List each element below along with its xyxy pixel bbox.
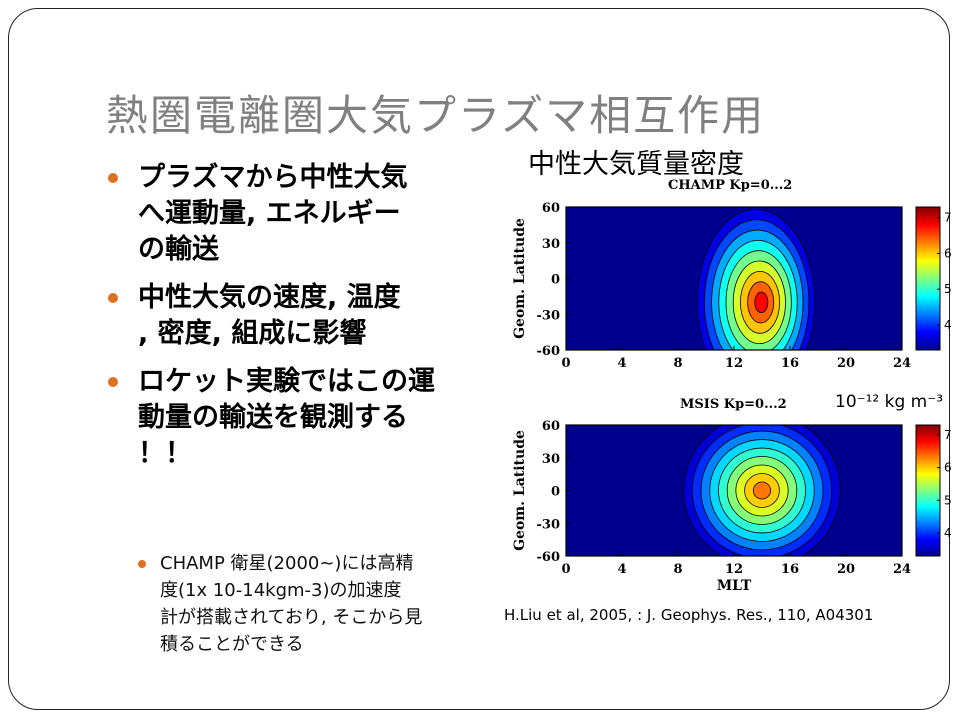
colorbar-unit-label: 10⁻¹² kg m⁻³ (835, 392, 944, 412)
x-tick-label: 0 (561, 562, 570, 577)
y-axis-label: Geom. Latitude (512, 218, 528, 339)
bullet-line: プラズマから中性大気 (138, 162, 408, 193)
bullet-line: の輸送 (138, 234, 219, 265)
slide-frame (8, 8, 950, 710)
bullet-dot-icon (108, 377, 118, 387)
bullet-line: 中性大気の速度, 温度 (138, 282, 401, 313)
bullet-list: プラズマから中性大気 へ運動量, エネルギー の輸送 中性大気の速度, 温度 ,… (108, 160, 488, 484)
contour-level (752, 481, 772, 500)
heatmap-plot-1: 0 4 8 12 16 20 24 60 30 0 -30 -60 Geom. Latitude MLT 7… (512, 419, 952, 594)
y-tick-label: -30 (537, 308, 561, 323)
bullet-line: ロケット実験ではこの運 (138, 366, 435, 397)
sub-bullet-line: 積ることができる (160, 634, 304, 655)
colorbar-tick-label: 7 (944, 211, 952, 225)
bullet-line: ！！ (138, 438, 192, 469)
y-tick-label: -30 (537, 517, 561, 532)
x-tick-label: 16 (781, 562, 799, 577)
x-tick-label: 4 (617, 356, 626, 371)
bullet-item: ロケット実験ではこの運 動量の輸送を観測する ！！ (108, 364, 488, 472)
x-tick-label: 24 (893, 562, 911, 577)
contour-level (754, 291, 769, 314)
y-tick-label: 30 (542, 237, 560, 252)
y-tick-label: 0 (551, 273, 560, 288)
sub-bullet-line: 計が搭載されており, そこから見 (160, 607, 423, 628)
sub-bullet-dot-icon (138, 560, 146, 568)
x-tick-label: 8 (673, 356, 682, 371)
x-tick-label: 0 (561, 356, 570, 371)
colorbar-tick-label: 6 (944, 246, 952, 260)
colorbar-tick-label: 6 (944, 461, 952, 475)
bullet-line: へ運動量, エネルギー (138, 198, 401, 229)
colorbar-tick-label: 5 (944, 282, 952, 296)
sub-bullet-item: CHAMP 衛星(2000~)には高精 度(1x 10-14kgm-3)の加速度… (136, 550, 520, 658)
x-axis-label: MLT (717, 578, 752, 594)
bullet-line: , 密度, 組成に影響 (138, 318, 367, 349)
sub-bullet-line: CHAMP 衛星(2000~)には高精 (160, 553, 414, 574)
x-tick-label: 8 (673, 562, 682, 577)
bullet-dot-icon (108, 173, 118, 183)
x-tick-label: 20 (837, 562, 855, 577)
colorbar-tick-label: 4 (944, 526, 952, 540)
heatmap-plot-0: 0 4 8 12 16 20 24 60 30 0 -30 -60 Geom. Latitude 7 6 5 4 (512, 201, 952, 371)
y-tick-label: 0 (551, 485, 560, 500)
sub-bullet-line: 度(1x 10-14kgm-3)の加速度 (160, 580, 402, 601)
x-tick-label: 16 (781, 356, 799, 371)
y-tick-label: 30 (542, 452, 560, 467)
colorbar-tick-label: 4 (944, 318, 952, 332)
y-tick-label: 60 (542, 419, 560, 434)
y-tick-label: 60 (542, 201, 560, 216)
colorbar (915, 206, 941, 351)
y-tick-label: -60 (537, 550, 561, 565)
colorbar (915, 424, 941, 557)
chart-title-msis: MSIS Kp=0...2 (680, 397, 787, 412)
x-tick-label: 20 (837, 356, 855, 371)
heatmap-field (566, 207, 902, 350)
x-tick-label: 4 (617, 562, 626, 577)
x-tick-label: 12 (725, 562, 743, 577)
x-tick-label: 24 (893, 356, 911, 371)
x-tick-label: 12 (725, 356, 743, 371)
bullet-dot-icon (108, 293, 118, 303)
colorbar-tick-label: 5 (944, 493, 952, 507)
chart-title-champ: CHAMP Kp=0...2 (668, 178, 793, 193)
figure-heading: 中性大気質量密度 (528, 149, 744, 180)
slide-title: 熱圏電離圏大気プラズマ相互作用 (106, 91, 766, 140)
citation: H.Liu et al, 2005, : J. Geophys. Res., 1… (504, 606, 874, 624)
y-tick-label: -60 (537, 344, 561, 359)
bullet-item: 中性大気の速度, 温度 , 密度, 組成に影響 (108, 280, 488, 352)
colorbar-tick-label: 7 (944, 428, 952, 442)
heatmap-field (566, 425, 902, 556)
bullet-line: 動量の輸送を観測する (138, 402, 408, 433)
y-axis-label: Geom. Latitude (512, 430, 528, 551)
bullet-item: プラズマから中性大気 へ運動量, エネルギー の輸送 (108, 160, 488, 268)
